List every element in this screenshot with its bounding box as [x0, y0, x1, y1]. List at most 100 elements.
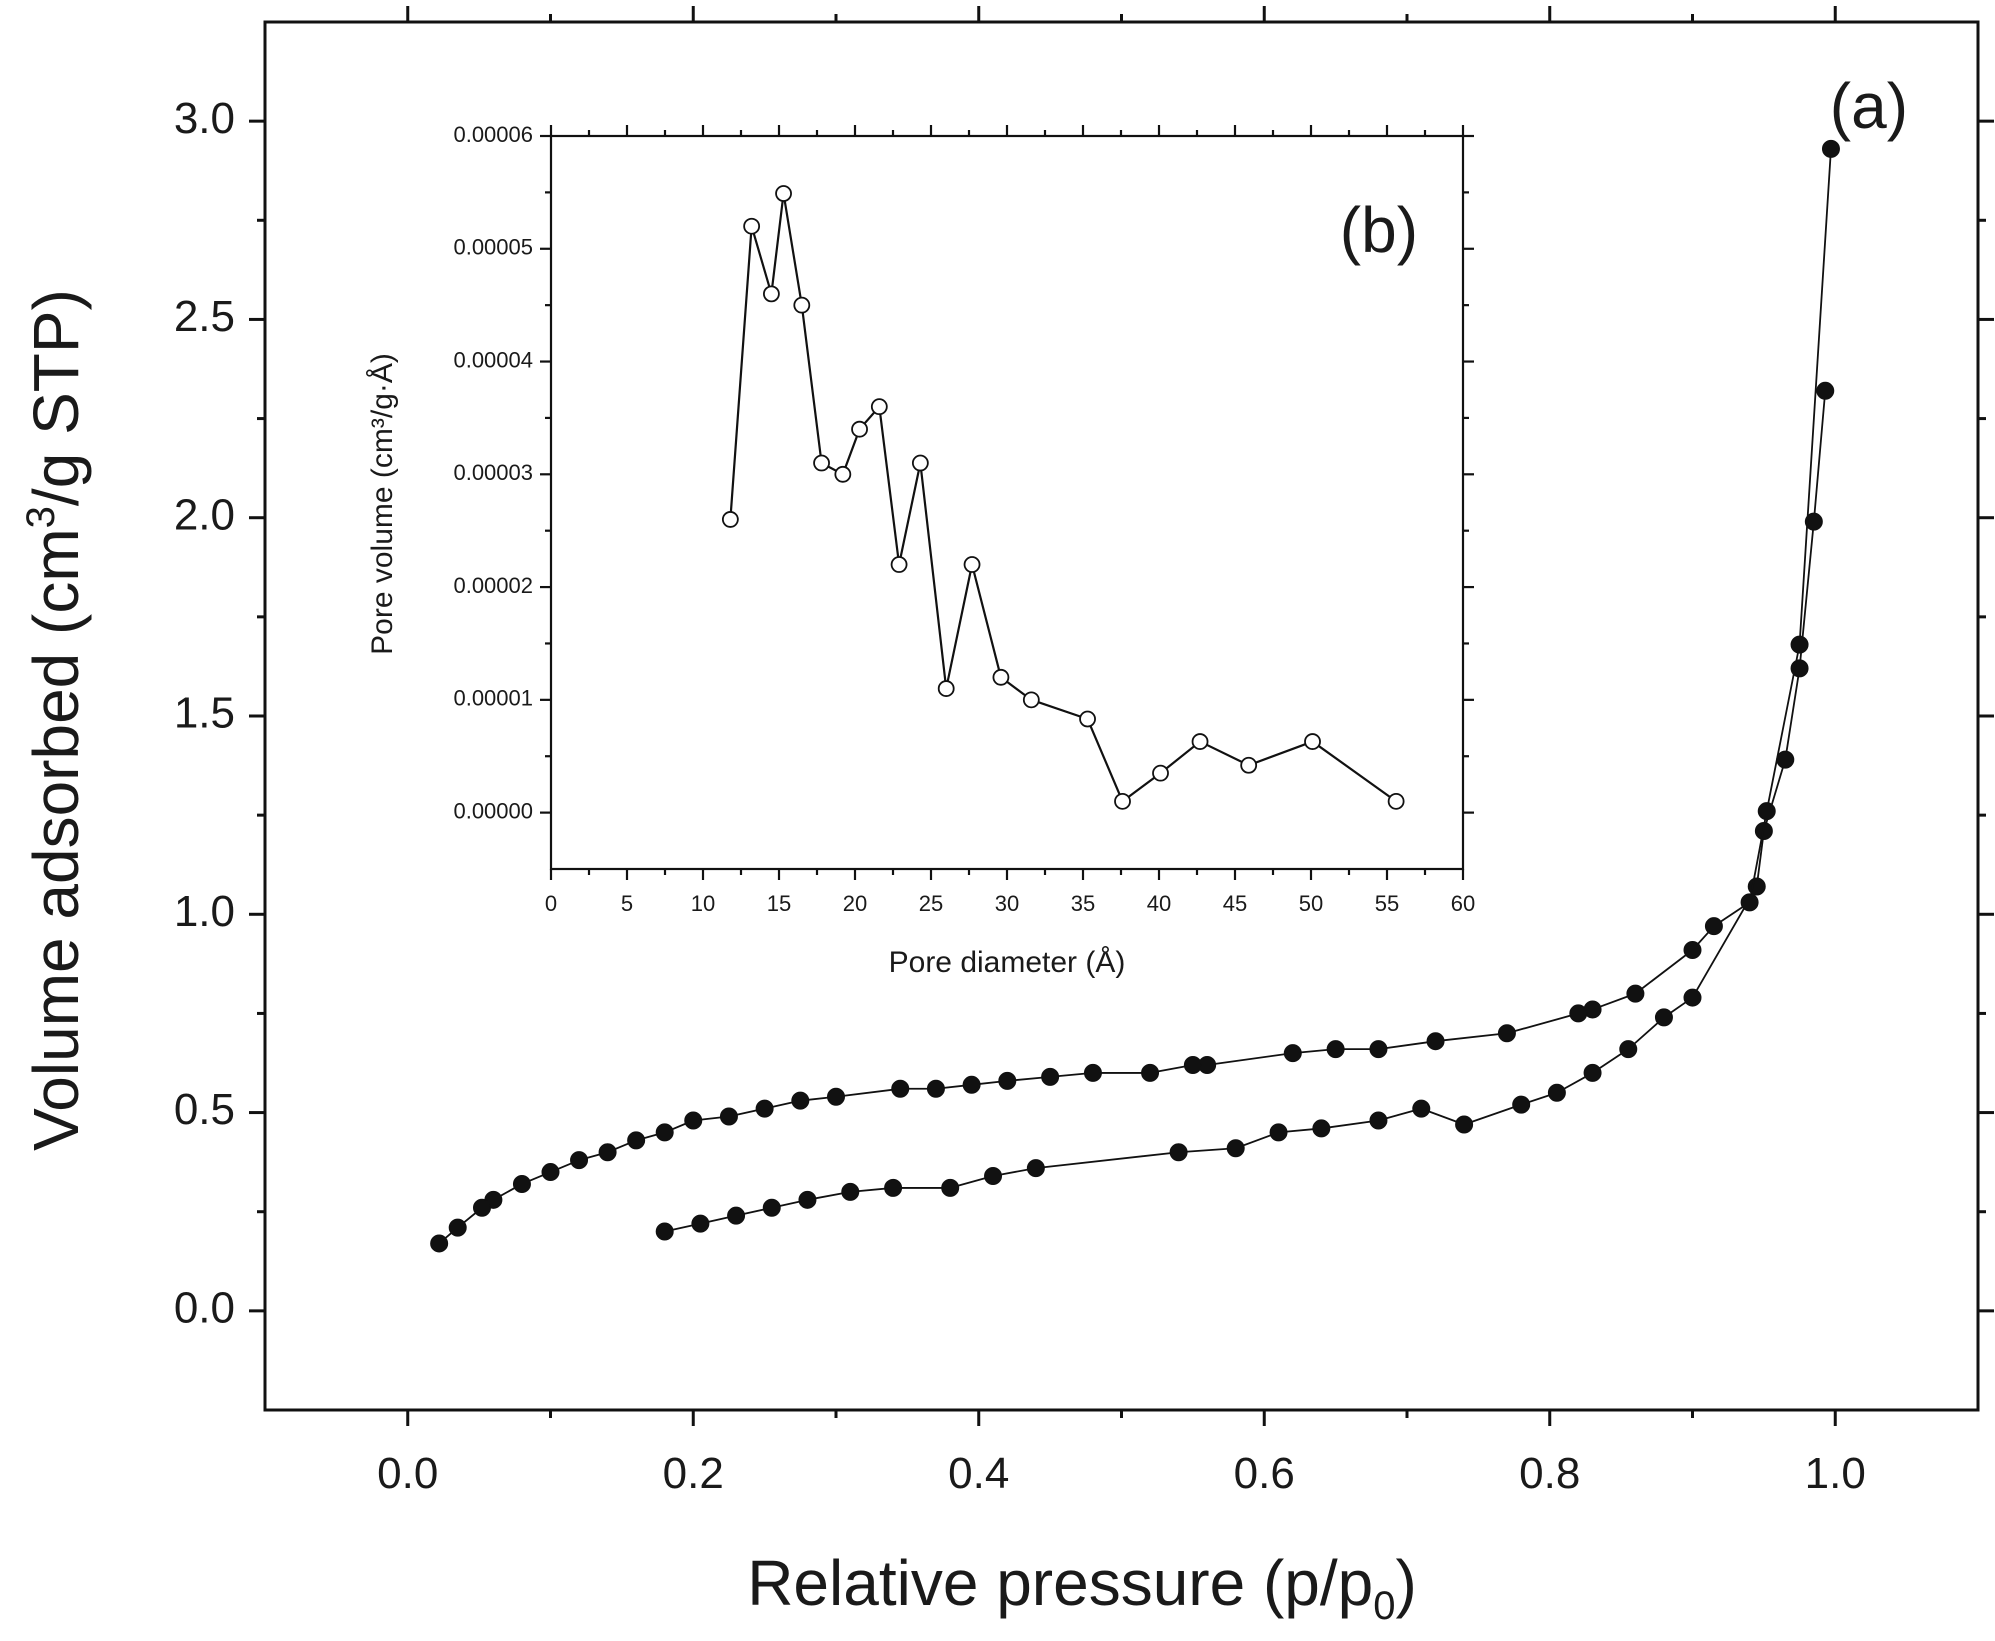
main-data-point: [655, 1123, 674, 1142]
inset-y-tick-label: 0.00001: [453, 686, 533, 711]
main-data-point: [684, 1111, 703, 1130]
main-data-point: [1026, 1159, 1045, 1178]
inset-data-point: [937, 680, 955, 697]
main-x-axis-label-text: Relative pressure (p/p: [747, 1547, 1373, 1619]
inset-series-layer: [721, 185, 1405, 810]
main-data-point: [512, 1174, 531, 1193]
inset-axes: 0 5 10 15 20 25 30 35 40 45 50 55 60 0.00000 0.00001 0.…: [453, 122, 1475, 916]
main-data-point: [448, 1218, 467, 1237]
main-data-point: [998, 1071, 1017, 1090]
inset-data-point: [1387, 792, 1405, 810]
main-y-axis-label-text: Volume adsorbed (cm: [20, 528, 92, 1151]
main-data-point: [541, 1163, 560, 1182]
main-data-point: [841, 1182, 860, 1201]
inset-data-point: [721, 511, 739, 528]
main-data-point: [1412, 1099, 1431, 1118]
main-x-tick-label: 0.2: [663, 1449, 724, 1498]
main-data-point: [798, 1190, 817, 1209]
main-x-tick-label: 0.0: [377, 1449, 438, 1498]
main-data-point: [1369, 1111, 1388, 1130]
main-data-point: [1312, 1119, 1331, 1138]
main-data-point: [1269, 1123, 1288, 1142]
main-data-point: [1654, 1008, 1673, 1027]
main-data-point: [1512, 1095, 1531, 1114]
inset-x-tick-label: 5: [621, 891, 633, 916]
main-data-point: [1547, 1083, 1566, 1102]
main-data-point: [1083, 1063, 1102, 1082]
main-data-point: [1704, 917, 1723, 936]
main-y-tick-label: 0.5: [174, 1085, 235, 1134]
main-y-axis-label-end: /g STP): [20, 289, 92, 506]
inset-data-point: [1079, 710, 1096, 728]
main-y-tick-label: 0.0: [174, 1283, 235, 1332]
inset-data-point: [992, 668, 1010, 686]
main-x-tick-label: 1.0: [1805, 1449, 1866, 1498]
inset-x-tick-label: 40: [1147, 891, 1171, 916]
inset-y-tick-label: 0.00002: [453, 573, 533, 598]
main-data-point: [719, 1107, 738, 1126]
inset-y-tick-label: 0.00003: [453, 460, 533, 485]
main-data-point: [1226, 1139, 1245, 1158]
main-y-tick-label: 1.0: [174, 887, 235, 936]
main-data-point: [1816, 381, 1835, 400]
inset-y-tick-label: 0.00005: [453, 235, 533, 260]
main-data-point: [1497, 1024, 1516, 1043]
inset-x-tick-label: 0: [545, 891, 557, 916]
main-data-point: [1776, 750, 1795, 769]
inset-x-tick-label: 30: [995, 891, 1019, 916]
inset-data-point: [1304, 733, 1321, 750]
main-x-tick-label: 0.8: [1519, 1449, 1580, 1498]
main-data-point: [891, 1079, 910, 1098]
main-data-point: [884, 1178, 903, 1197]
inset-plot-frame: [549, 134, 1465, 871]
main-y-tick-label: 2.0: [174, 490, 235, 539]
panel-label-a: (a): [1830, 70, 1908, 142]
inset-data-point: [963, 556, 981, 573]
main-data-point: [1683, 940, 1702, 959]
inset-data-point: [1152, 764, 1169, 782]
main-data-point: [1169, 1143, 1188, 1162]
main-data-point: [1455, 1115, 1474, 1134]
inset-data-point: [890, 556, 908, 573]
inset-data-point: [1022, 691, 1040, 709]
main-data-point: [1626, 984, 1645, 1003]
inset-data-point: [813, 454, 830, 472]
main-data-point: [598, 1143, 617, 1162]
main-data-point: [1569, 1004, 1588, 1023]
main-data-point: [1683, 988, 1702, 1007]
main-x-tick-label: 0.6: [1234, 1449, 1295, 1498]
main-y-axis-label-sup: 3: [19, 506, 63, 528]
main-x-tick-label: 0.4: [948, 1449, 1009, 1498]
main-data-point: [827, 1087, 845, 1106]
main-data-point: [430, 1234, 449, 1253]
main-data-point: [570, 1151, 589, 1170]
main-data-point: [941, 1178, 960, 1197]
main-data-point: [926, 1079, 945, 1098]
main-data-point: [1804, 512, 1823, 531]
inset-x-tick-label: 50: [1299, 891, 1323, 916]
inset-data-point: [834, 465, 852, 483]
main-data-point: [1283, 1044, 1302, 1063]
main-data-point: [1757, 802, 1776, 821]
main-data-point: [762, 1198, 781, 1217]
inset-data-point: [870, 398, 888, 416]
main-series-desorption: [430, 139, 1840, 1253]
main-data-point: [755, 1099, 774, 1118]
inset-data-point: [851, 420, 868, 438]
inset-y-axis-label: Pore volume (cm³/g·Å): [366, 353, 399, 655]
main-data-point: [1326, 1040, 1345, 1059]
inset-series-pore-size-distribution: [721, 185, 1405, 810]
main-data-point: [791, 1091, 810, 1110]
main-data-point: [1619, 1040, 1638, 1059]
main-x-axis-label-end: ): [1396, 1547, 1417, 1619]
inset-data-point: [911, 454, 929, 472]
inset-data-point: [1114, 792, 1131, 810]
inset-x-tick-label: 45: [1223, 891, 1247, 916]
inset-x-tick-label: 35: [1071, 891, 1095, 916]
main-series-layer: [430, 139, 1840, 1253]
main-x-axis-label: Relative pressure (p/p0): [747, 1547, 1417, 1628]
inset-x-tick-label: 25: [919, 891, 943, 916]
inset-data-point: [1191, 733, 1209, 750]
main-series-adsorption: [655, 381, 1835, 1241]
